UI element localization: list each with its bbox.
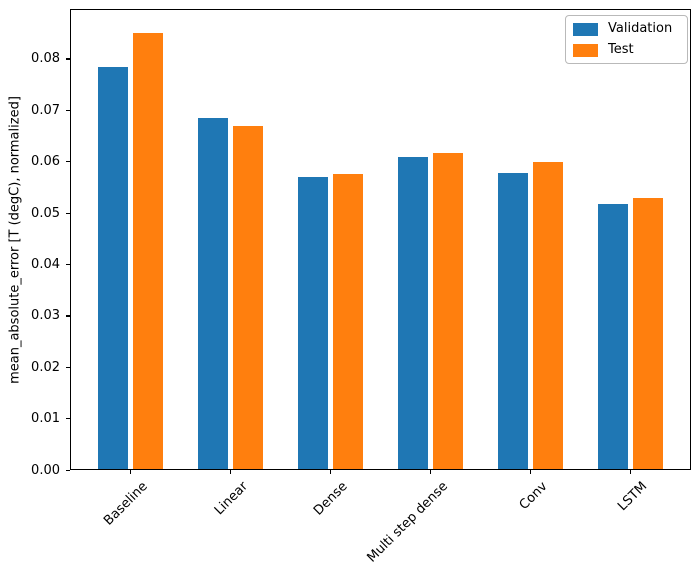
x-tick-mark xyxy=(129,470,131,474)
x-tick-mark xyxy=(329,470,331,474)
bar-validation-baseline xyxy=(97,67,128,469)
y-tick-mark xyxy=(66,161,70,163)
y-tick-mark xyxy=(66,315,70,317)
bar-test-linear xyxy=(232,126,263,469)
x-tick-mark xyxy=(629,470,631,474)
x-tick-mark xyxy=(229,470,231,474)
bar-validation-linear xyxy=(197,118,228,469)
x-tick-mark xyxy=(429,470,431,474)
y-tick-label: 0.00 xyxy=(31,462,60,478)
y-tick-label: 0.03 xyxy=(31,308,60,324)
bar-validation-dense xyxy=(297,177,328,469)
x-tick-label: Multi step dense xyxy=(364,479,451,566)
legend-color-patch xyxy=(573,43,598,57)
x-tick-label: Linear xyxy=(211,479,251,519)
bar-test-conv xyxy=(532,161,563,469)
legend-item-validation: Validation xyxy=(573,22,680,36)
y-axis-label: mean_absolute_error [T (degC), normalize… xyxy=(7,96,23,384)
plot-area xyxy=(70,9,691,470)
y-tick-mark xyxy=(66,418,70,420)
y-tick-mark xyxy=(66,109,70,111)
x-tick-label: LSTM xyxy=(615,479,651,515)
y-tick-label: 0.02 xyxy=(31,359,60,375)
legend-label: Test xyxy=(608,42,634,57)
y-tick-mark xyxy=(66,366,70,368)
y-tick-label: 0.05 xyxy=(31,205,60,221)
x-tick-label: Dense xyxy=(310,479,351,519)
x-tick-label: Baseline xyxy=(101,479,151,529)
y-tick-mark xyxy=(66,263,70,266)
y-tick-mark xyxy=(66,469,70,471)
y-tick-mark xyxy=(66,212,70,214)
legend: Validation Test xyxy=(565,15,688,64)
bar-validation-lstm xyxy=(597,203,628,469)
legend-label: Validation xyxy=(608,21,673,36)
legend-item-test: Test xyxy=(573,43,680,57)
x-tick-label: Conv xyxy=(516,479,551,513)
x-tick-mark xyxy=(529,470,531,474)
y-tick-mark xyxy=(66,58,70,60)
y-tick-label: 0.06 xyxy=(31,154,60,170)
bar-test-multi-step-dense xyxy=(432,153,463,469)
bar-test-dense xyxy=(332,173,363,469)
bar-validation-conv xyxy=(497,172,528,469)
bar-validation-multi-step-dense xyxy=(397,156,428,469)
y-tick-label: 0.04 xyxy=(31,256,60,272)
bar-test-lstm xyxy=(632,197,663,469)
y-tick-label: 0.01 xyxy=(31,411,60,427)
y-tick-label: 0.08 xyxy=(31,51,60,67)
bar-test-baseline xyxy=(132,32,163,469)
y-tick-label: 0.07 xyxy=(31,102,60,118)
legend-color-patch xyxy=(573,22,598,36)
